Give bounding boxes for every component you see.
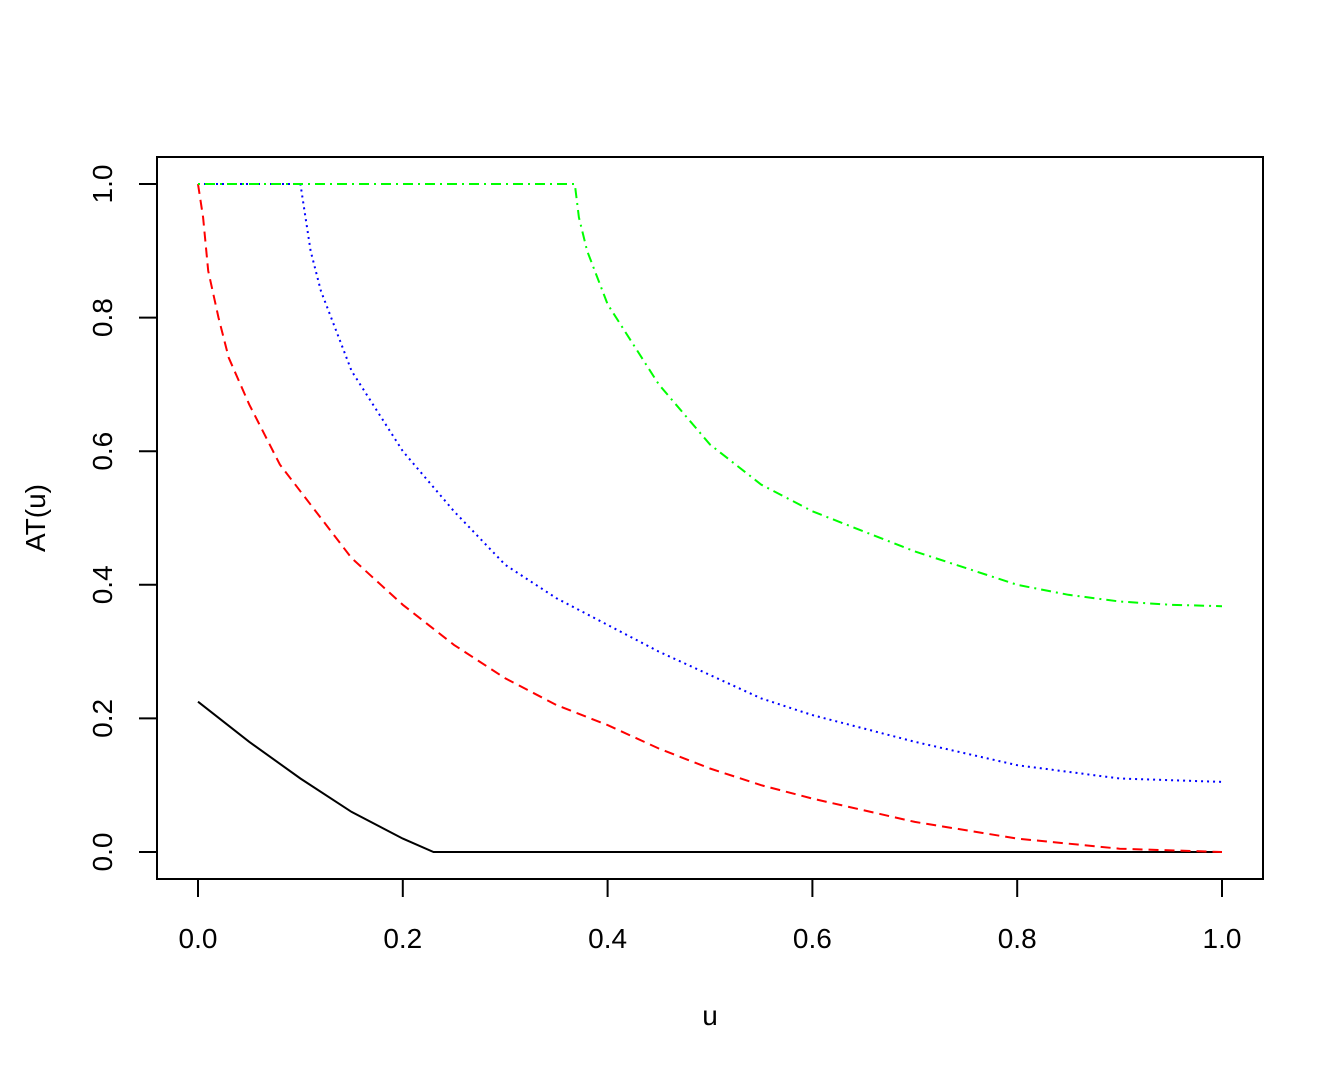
y-tick-label: 0.0 (87, 833, 118, 872)
x-tick-label: 0.4 (588, 923, 627, 954)
x-tick-label: 0.6 (793, 923, 832, 954)
x-axis-title: u (702, 1000, 718, 1031)
y-axis: 0.0 0.2 0.4 0.6 0.8 1.0 (87, 165, 158, 872)
y-tick-label: 0.6 (87, 432, 118, 471)
x-tick-label: 0.0 (179, 923, 218, 954)
y-axis-title: AT(u) (20, 484, 51, 552)
y-tick-label: 0.4 (87, 565, 118, 604)
x-tick-label: 0.8 (998, 923, 1037, 954)
series-layer (197, 183, 1223, 853)
x-axis: 0.0 0.2 0.4 0.6 0.8 1.0 (179, 878, 1242, 954)
y-tick-label: 1.0 (87, 165, 118, 204)
plot-frame (156, 156, 1264, 880)
y-tick-label: 0.2 (87, 699, 118, 738)
series-line-1 (197, 700, 1222, 853)
y-tick-label: 0.8 (87, 298, 118, 337)
series-line-2 (197, 183, 1223, 853)
series-line-3 (198, 183, 1223, 783)
series-line-4 (198, 183, 1223, 608)
x-tick-label: 1.0 (1203, 923, 1242, 954)
x-tick-label: 0.2 (383, 923, 422, 954)
